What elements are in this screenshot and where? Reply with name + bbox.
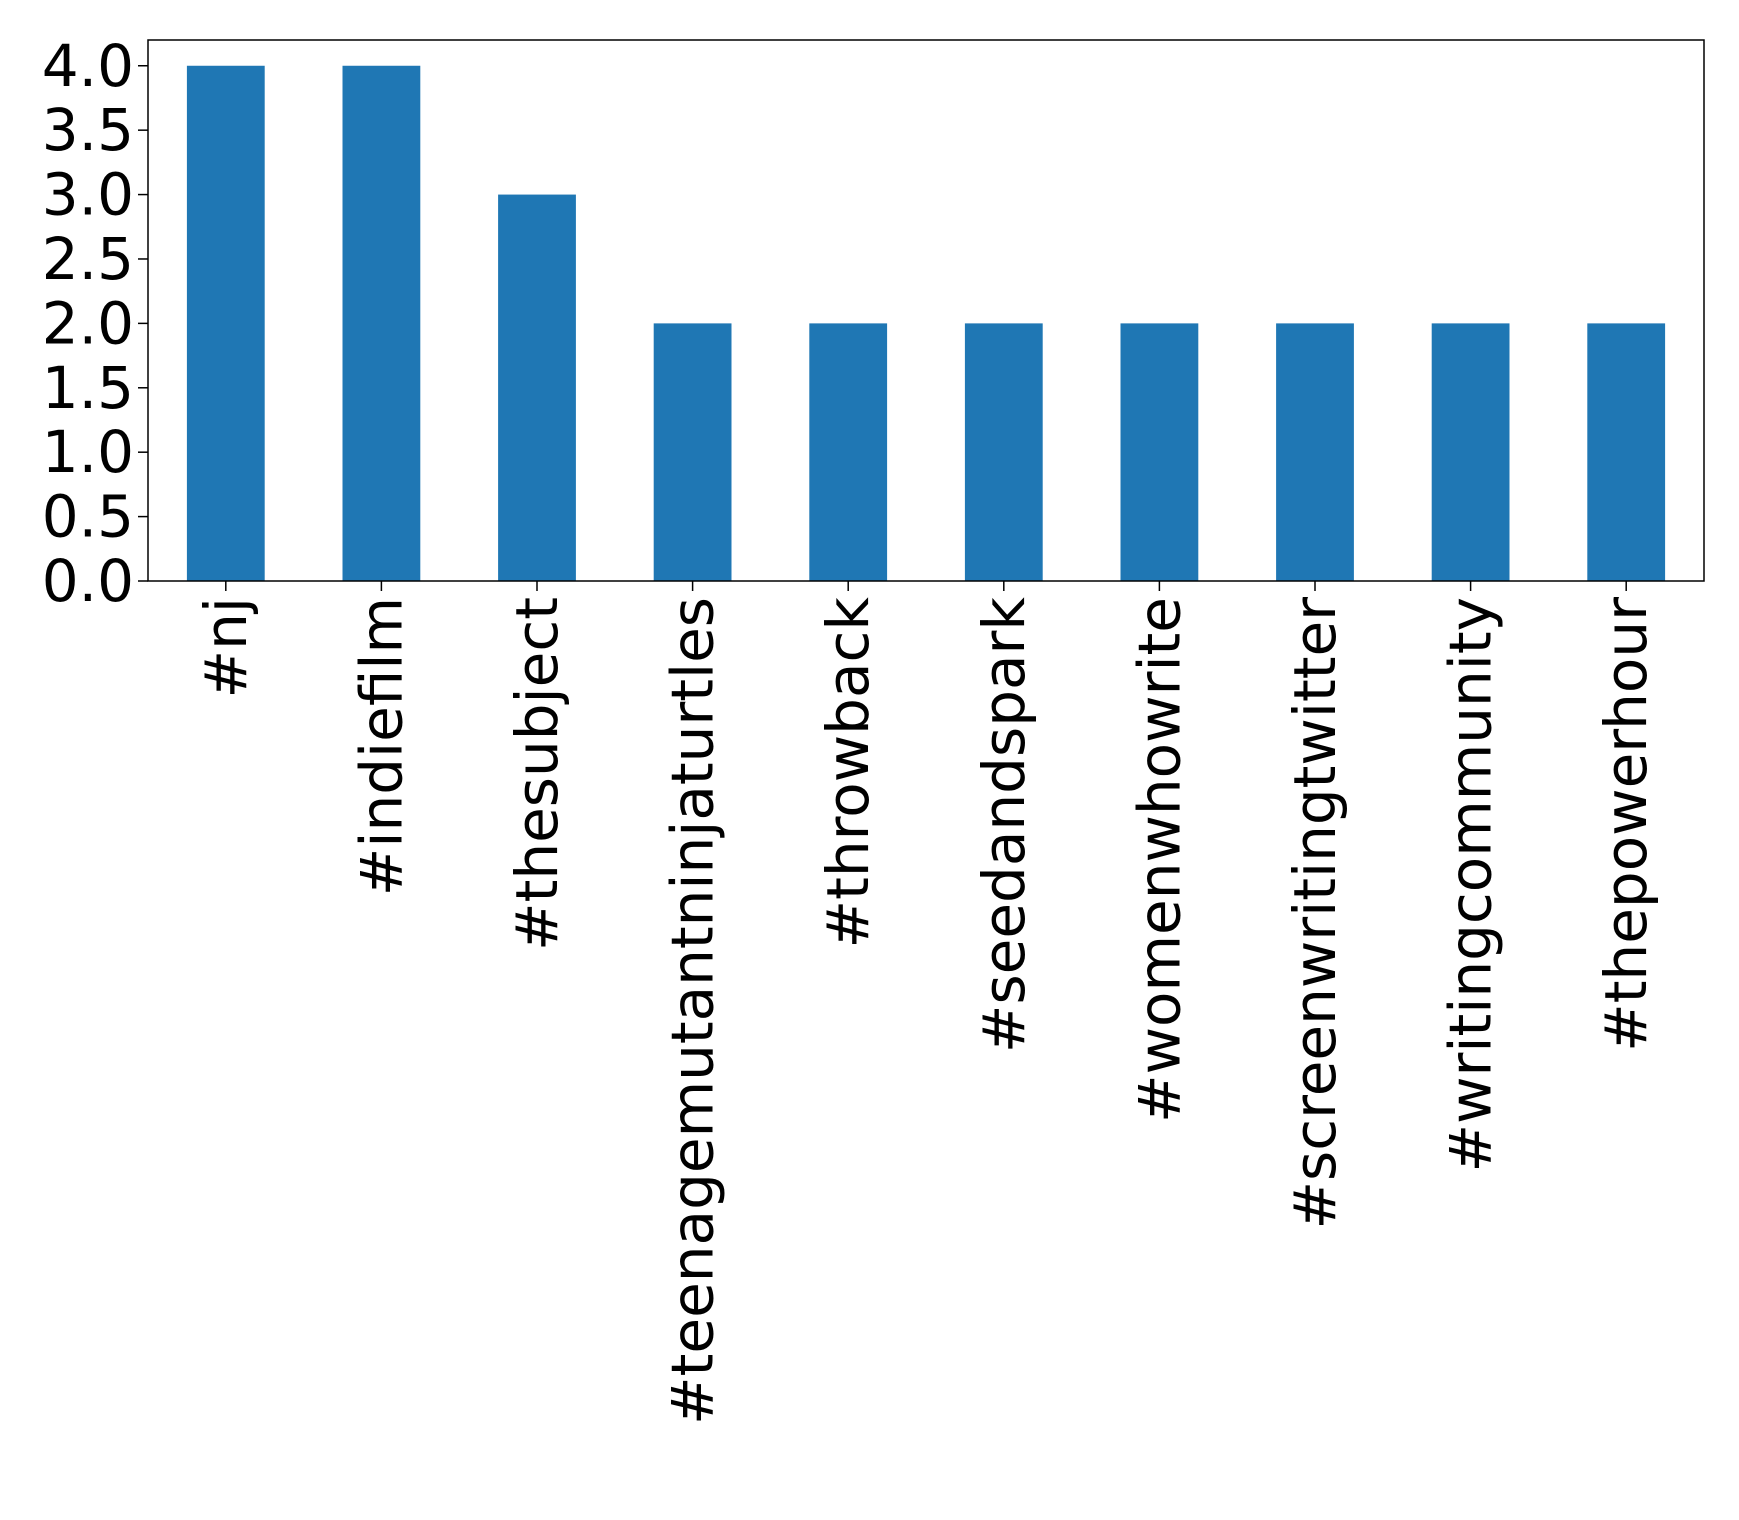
bars-layer (186, 65, 1666, 582)
x-tick-label: #nj (192, 597, 260, 698)
x-tick-label: #throwback (814, 597, 882, 949)
x-tick-label: #thepowerhour (1592, 597, 1660, 1052)
bar-writingcommunity (1431, 323, 1510, 581)
y-tick-label: 3.0 (42, 161, 134, 229)
x-axis: #nj #indiefilm #thesubject #teenagemutantni… (192, 581, 1660, 1425)
y-tick-label: 2.0 (42, 289, 134, 357)
bar-womenwhowrite (1120, 323, 1199, 581)
bar-thepowerhour (1587, 323, 1666, 581)
bar-indiefilm (342, 65, 421, 581)
y-tick-label: 4.0 (42, 32, 134, 100)
y-tick-label: 1.0 (42, 418, 134, 486)
bar-thesubject (498, 194, 576, 582)
bar-nj (186, 65, 265, 581)
bar-seedandspark (964, 323, 1043, 581)
x-tick-label: #indiefilm (347, 597, 415, 896)
y-tick-label: 2.5 (42, 225, 134, 293)
y-tick-label: 0.5 (42, 483, 134, 551)
x-tick-label: #screenwritingtwitter (1281, 597, 1349, 1230)
x-tick-label: #thesubject (503, 597, 571, 951)
bar-screenwritingtwitter (1276, 323, 1354, 581)
y-tick-label: 0.0 (42, 547, 134, 615)
x-tick-label: #seedandspark (970, 597, 1038, 1054)
y-tick-label: 3.5 (42, 96, 134, 164)
bar-throwback (809, 323, 888, 581)
bar-teenagemutantninjaturtles (653, 323, 732, 581)
x-tick-label: #teenagemutantninjaturtles (659, 597, 727, 1425)
plot-frame (147, 39, 1705, 582)
x-tick-label: #writingcommunity (1437, 597, 1505, 1173)
y-tick-label: 1.5 (42, 354, 134, 422)
y-axis: 0.00.51.01.52.02.53.03.54.0 (42, 32, 148, 615)
x-tick-label: #womenwhowrite (1125, 597, 1193, 1123)
